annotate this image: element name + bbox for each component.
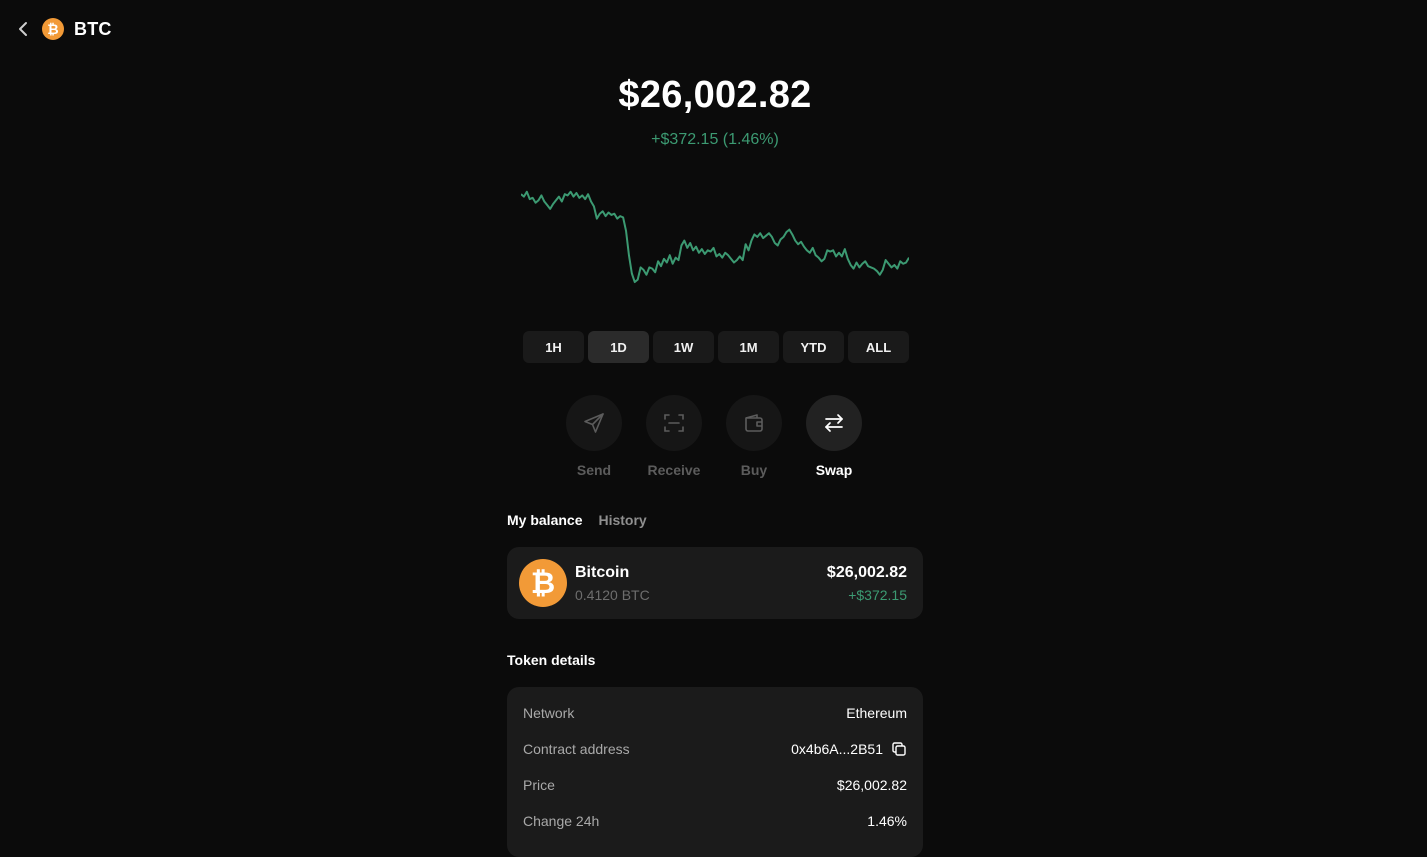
coin-amount: 0.4120 BTC xyxy=(575,587,650,603)
buy-circle xyxy=(726,395,782,451)
swap-label: Swap xyxy=(815,462,853,478)
price-line xyxy=(521,192,909,282)
bitcoin-logo-icon: ₿ xyxy=(42,18,64,40)
detail-label: Change 24h xyxy=(523,813,600,829)
send-label: Send xyxy=(576,462,612,478)
tab-my-balance[interactable]: My balance xyxy=(507,512,583,528)
token-details-card: Network Ethereum Contract address 0x4b6A… xyxy=(507,687,923,857)
receive-button[interactable]: Receive xyxy=(646,395,702,478)
range-1d[interactable]: 1D xyxy=(588,331,649,363)
detail-value: 1.46% xyxy=(867,813,907,829)
swap-button[interactable]: Swap xyxy=(806,395,862,478)
range-1m[interactable]: 1M xyxy=(718,331,779,363)
chevron-left-icon xyxy=(19,22,27,36)
tab-history[interactable]: History xyxy=(598,512,647,528)
price-change: +$372.15 (1.46%) xyxy=(651,131,779,148)
detail-row-contract: Contract address 0x4b6A...2B51 xyxy=(523,739,907,759)
copy-icon xyxy=(892,742,906,756)
time-range-selector: 1H 1D 1W 1M YTD ALL xyxy=(523,331,909,363)
send-circle xyxy=(566,395,622,451)
buy-button[interactable]: Buy xyxy=(726,395,782,478)
balance-usd: $26,002.82 xyxy=(826,564,907,581)
range-1h[interactable]: 1H xyxy=(523,331,584,363)
detail-value: $26,002.82 xyxy=(836,777,907,793)
detail-label: Network xyxy=(523,705,575,721)
top-bar: ₿ BTC xyxy=(14,16,112,42)
detail-label: Price xyxy=(523,777,555,793)
balance-card[interactable]: ₿ Bitcoin 0.4120 BTC $26,002.82 +$372.15 xyxy=(507,547,923,619)
send-button[interactable]: Send xyxy=(566,395,622,478)
price-chart xyxy=(521,178,909,308)
action-buttons: Send Receive Buy xyxy=(566,395,862,478)
detail-label: Contract address xyxy=(523,741,630,757)
receive-label: Receive xyxy=(647,462,701,478)
token-details-title: Token details xyxy=(507,652,596,668)
send-icon xyxy=(584,413,604,433)
bitcoin-icon: ₿ xyxy=(519,559,567,607)
balance-change: +$372.15 xyxy=(848,587,907,603)
detail-row-change-24h: Change 24h 1.46% xyxy=(523,811,907,831)
swap-circle xyxy=(806,395,862,451)
wallet-icon xyxy=(745,414,763,432)
receive-circle xyxy=(646,395,702,451)
swap-icon xyxy=(825,414,843,432)
range-1w[interactable]: 1W xyxy=(653,331,714,363)
range-all[interactable]: ALL xyxy=(848,331,909,363)
scan-icon xyxy=(664,414,684,432)
page-title: BTC xyxy=(74,18,112,39)
contract-address: 0x4b6A...2B51 xyxy=(791,741,883,757)
copy-address-button[interactable] xyxy=(891,741,907,757)
detail-row-price: Price $26,002.82 xyxy=(523,775,907,795)
detail-value-wrap: 0x4b6A...2B51 xyxy=(791,741,907,757)
back-button[interactable] xyxy=(14,16,32,42)
detail-value: Ethereum xyxy=(846,705,907,721)
balance-tabs: My balance History xyxy=(507,512,647,528)
detail-row-network: Network Ethereum xyxy=(523,703,907,723)
coin-name: Bitcoin xyxy=(575,564,630,581)
range-ytd[interactable]: YTD xyxy=(783,331,844,363)
buy-label: Buy xyxy=(740,462,768,478)
current-price: $26,002.82 xyxy=(618,74,812,116)
